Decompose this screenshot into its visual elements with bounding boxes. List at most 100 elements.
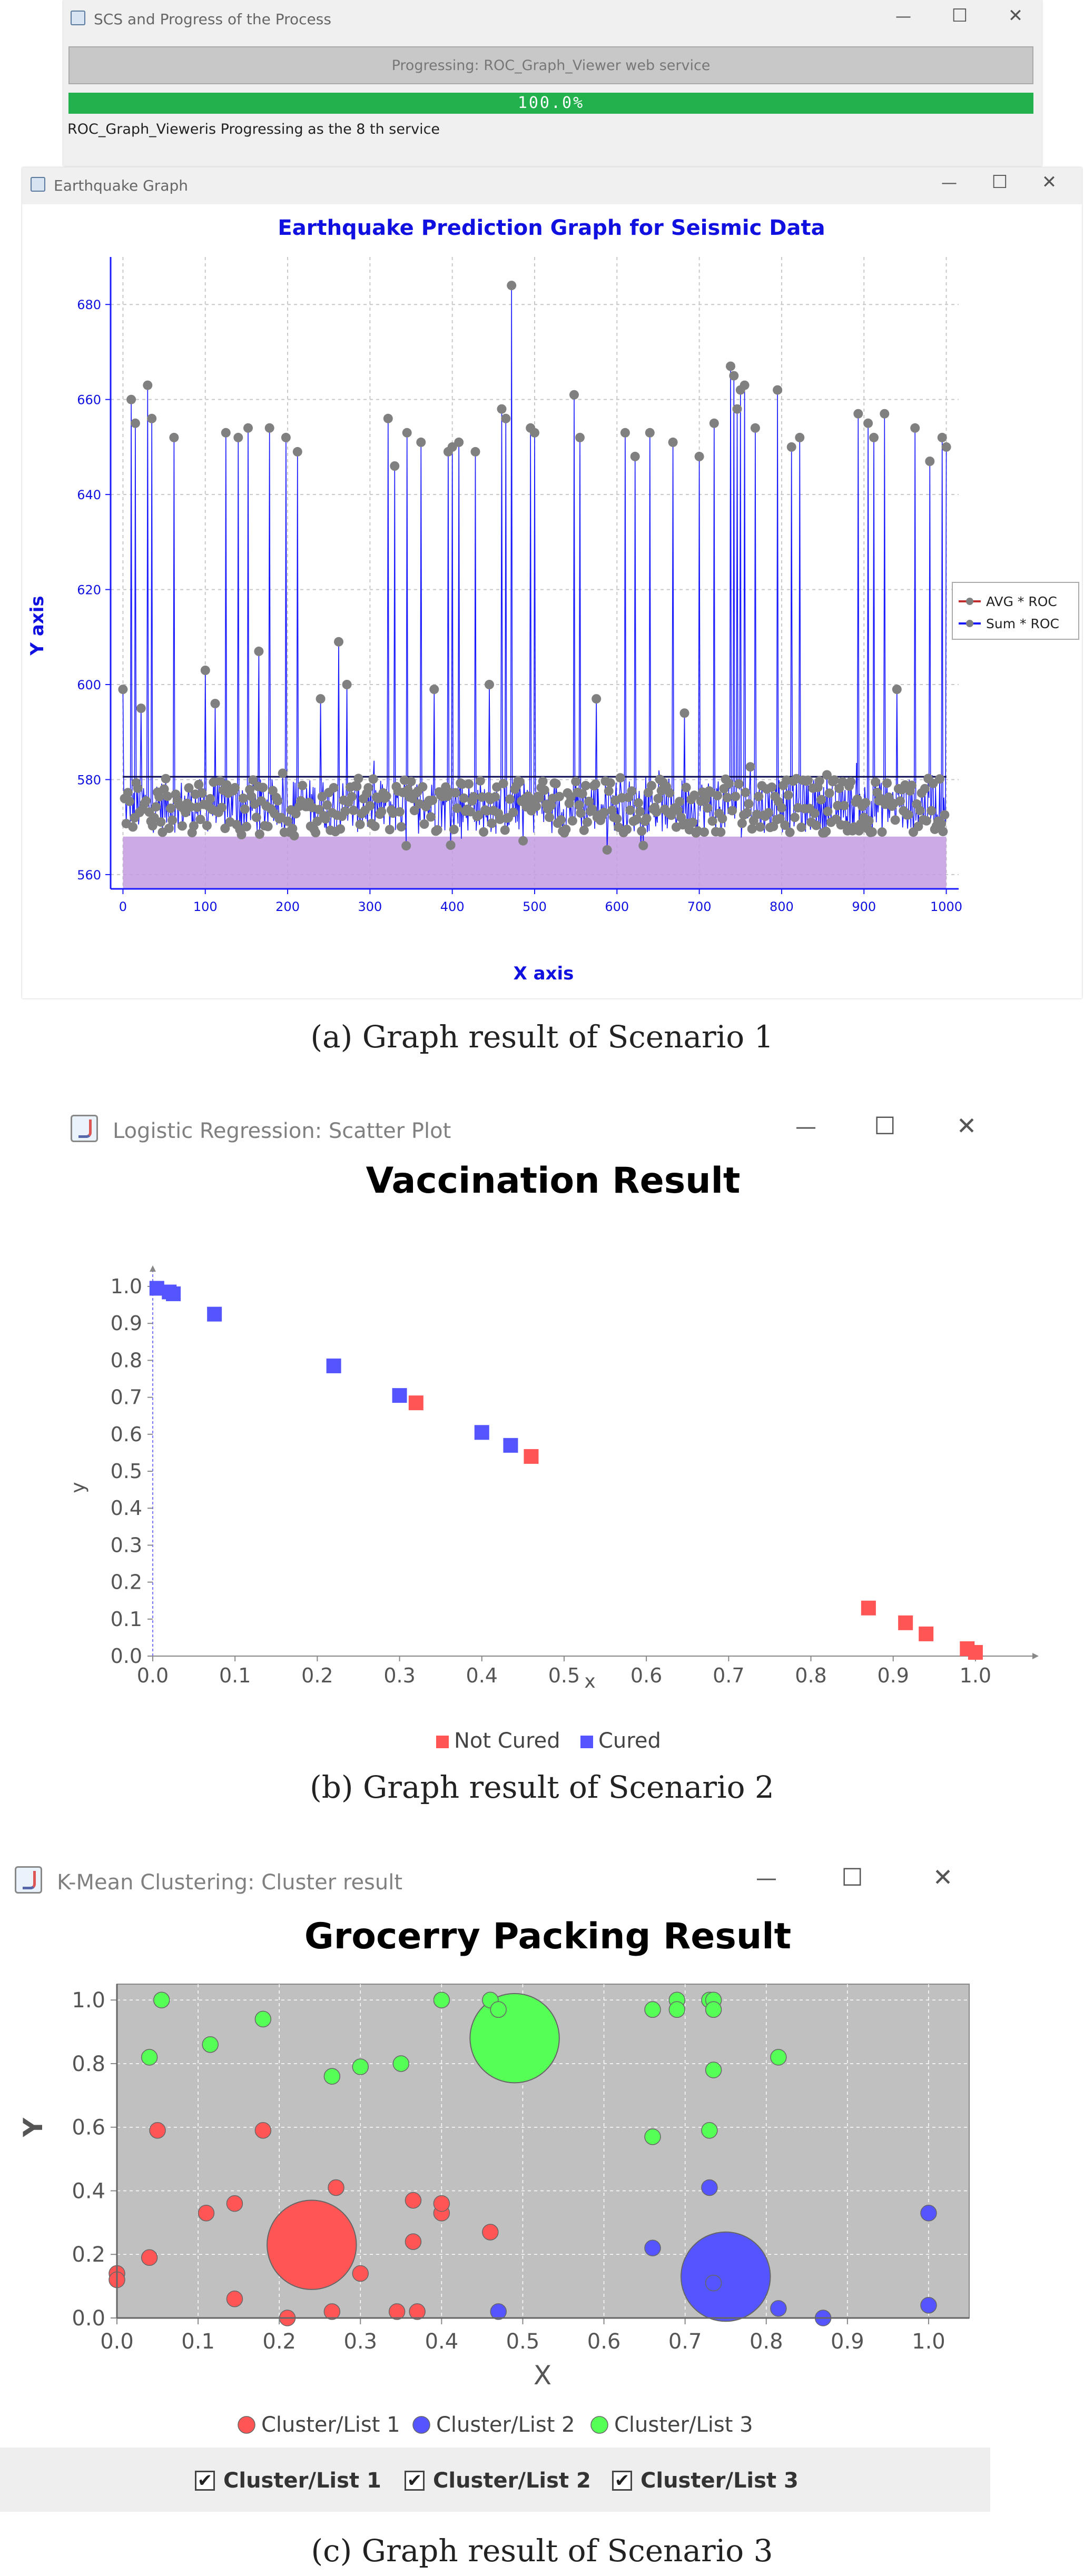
data-point [612,814,622,824]
y-tick-label: 580 [77,772,101,787]
data-point [264,423,274,433]
data-point [574,800,584,810]
data-point [457,779,467,789]
close-icon[interactable]: ✕ [932,1863,953,1891]
minimize-icon[interactable]: — [795,1115,816,1139]
x-tick-label: 0.2 [301,1664,333,1687]
data-point [773,385,783,395]
maximize-icon[interactable]: ☐ [951,5,968,26]
data-point [864,816,874,826]
cluster-3-point [153,1992,170,2008]
data-point [913,821,923,831]
app-window-icon [71,11,85,25]
data-point [871,777,881,787]
data-point [292,447,302,457]
checkbox-cluster-2[interactable]: ✔ Cluster/List 2 [405,2469,591,2493]
data-point [938,827,948,837]
data-point [915,806,925,816]
data-point [920,784,930,794]
data-point [795,432,805,442]
data-point [647,781,656,790]
data-point [604,786,614,796]
minimize-icon[interactable]: — [895,7,911,26]
data-point [744,799,754,809]
data-point [449,825,459,835]
data-point [627,786,637,796]
data-point [419,819,429,829]
cluster-2-point [770,2300,787,2317]
checkbox-cluster-3-box[interactable]: ✔ [612,2471,632,2491]
data-point [566,792,576,802]
y-tick-label: 640 [77,488,101,502]
y-tick-label: 0.0 [111,1644,142,1668]
checkbox-cluster-1[interactable]: ✔ Cluster/List 1 [195,2469,381,2493]
cluster-3-point [202,2036,219,2053]
maximize-icon[interactable]: ☐ [841,1863,863,1891]
data-point [716,827,726,837]
data-point [903,810,913,820]
data-point [161,774,171,784]
x-tick-label: 0.1 [219,1664,251,1687]
data-point [717,814,727,824]
data-point [576,808,586,818]
data-point [816,795,826,805]
data-point [676,813,686,823]
data-point [390,461,400,471]
data-point [508,807,518,817]
close-icon[interactable]: ✕ [956,1112,977,1140]
x-tick-label: 800 [770,899,794,914]
legend-entry-cluster-1: Cluster/List 1 [261,2413,400,2437]
service-status-bar: Progressing: ROC_Graph_Viewer web servic… [68,46,1033,84]
x-tick-label: 0.7 [713,1664,744,1687]
cluster-1-point [226,2195,243,2212]
data-point [740,380,750,390]
cluster-3-point [770,2049,787,2066]
data-point [863,418,873,428]
x-tick-label: 900 [852,899,876,914]
data-point [395,807,405,817]
data-point [583,817,592,827]
data-point [567,816,577,826]
data-point [349,805,359,815]
close-icon[interactable]: ✕ [1041,172,1057,193]
data-point [823,807,833,816]
cluster-1-point [482,2224,499,2241]
checkbox-cluster-2-box[interactable]: ✔ [405,2471,425,2491]
maximize-icon[interactable]: ☐ [874,1112,896,1140]
minimize-icon[interactable]: — [756,1866,777,1890]
data-point [731,791,741,801]
y-tick-label: 0.2 [72,2243,105,2267]
data-point [941,442,951,452]
x-tick-label: 0.3 [343,2330,377,2354]
app-window-icon [31,177,45,192]
cured-point [149,1281,164,1296]
cluster-3-point [323,2068,341,2085]
data-point [195,815,205,825]
minimize-icon[interactable]: — [941,174,957,192]
data-point [254,646,264,656]
data-point [925,457,935,466]
data-point [561,825,571,834]
data-point [498,778,508,788]
data-point [221,428,231,438]
y-tick-label: 0.6 [111,1423,142,1446]
data-point [694,451,704,461]
data-point [128,822,138,832]
data-point [416,437,426,447]
not-cured-point [898,1615,913,1630]
data-point [892,685,902,695]
x-axis-label: x [584,1671,595,1692]
checkbox-cluster-3[interactable]: ✔ Cluster/List 3 [612,2469,799,2493]
data-point [732,404,742,414]
cluster-1-point [141,2249,158,2266]
caption-scenario-3: (c) Graph result of Scenario 3 [311,2533,773,2569]
close-icon[interactable]: ✕ [1008,5,1023,26]
chart-title: Earthquake Prediction Graph for Seismic … [278,216,825,240]
legend-swatch-not-cured [436,1736,449,1748]
maximize-icon[interactable]: ☐ [991,172,1008,193]
cluster-1-point [405,2233,422,2250]
checkbox-cluster-1-box[interactable]: ✔ [195,2471,215,2491]
data-point [673,805,683,815]
cluster-1-centroid [267,2199,357,2290]
data-point [821,826,831,836]
